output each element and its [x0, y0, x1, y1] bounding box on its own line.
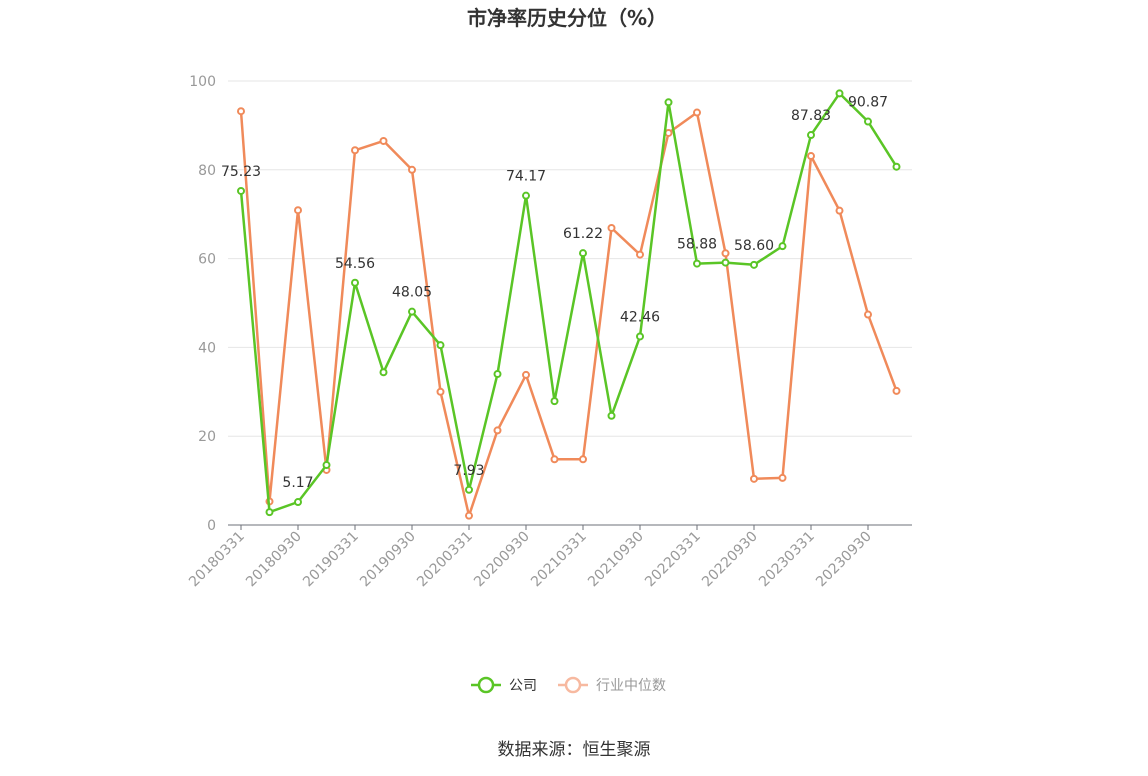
x-tick-label: 20220930	[699, 529, 761, 591]
data-point[interactable]	[522, 370, 530, 379]
data-point[interactable]	[550, 397, 559, 406]
data-point[interactable]	[835, 89, 844, 98]
data-point[interactable]	[550, 455, 559, 464]
data-point[interactable]	[351, 278, 359, 287]
legend-item-company[interactable]: 公司	[471, 676, 537, 694]
y-tick-label: 40	[198, 340, 216, 356]
axes: 0 20 40 60 80 100 2018033120180930201903312019…	[186, 74, 912, 590]
data-point[interactable]	[750, 260, 758, 269]
data-point[interactable]	[864, 117, 872, 126]
data-label: 5.17	[282, 475, 313, 491]
data-label: 48.05	[392, 285, 432, 301]
data-label: 42.46	[620, 309, 660, 325]
data-point[interactable]	[237, 107, 245, 116]
x-tick-label: 20210930	[585, 529, 647, 591]
data-point[interactable]	[750, 474, 758, 483]
data-labels: 75.23 5.17 54.56 48.05 7.93 74.17 61.22 42.46 58…	[221, 95, 888, 492]
data-point[interactable]	[607, 411, 616, 420]
data-point[interactable]	[379, 136, 388, 145]
data-point[interactable]	[493, 426, 502, 435]
legend[interactable]: 公司 行业中位数	[471, 676, 666, 694]
data-point[interactable]	[693, 108, 701, 117]
data-point[interactable]	[465, 511, 473, 520]
legend-label: 行业中位数	[596, 678, 666, 694]
legend-marker	[564, 676, 582, 694]
x-tick-label: 20220331	[642, 529, 704, 591]
x-tick-label: 20190331	[300, 529, 362, 591]
data-point[interactable]	[892, 386, 901, 395]
data-point[interactable]	[294, 206, 302, 215]
data-point[interactable]	[664, 128, 673, 137]
data-label: 90.87	[848, 95, 888, 111]
y-tick-label: 60	[198, 252, 216, 268]
data-label: 58.60	[734, 238, 774, 254]
data-point[interactable]	[408, 307, 416, 316]
data-label: 87.83	[791, 108, 831, 124]
data-point[interactable]	[778, 242, 787, 251]
chart-title: 市净率历史分位（%）	[467, 6, 667, 30]
y-tick-label: 100	[189, 74, 216, 90]
data-point[interactable]	[522, 191, 530, 200]
x-tick-label: 20180331	[186, 529, 248, 591]
data-point[interactable]	[664, 98, 673, 107]
data-point[interactable]	[807, 131, 815, 140]
data-point[interactable]	[237, 186, 245, 195]
data-point[interactable]	[607, 223, 616, 232]
x-tick-label: 20190930	[357, 529, 419, 591]
y-tick-label: 20	[198, 429, 216, 445]
data-label: 58.88	[677, 237, 717, 253]
data-point[interactable]	[721, 258, 730, 267]
data-point[interactable]	[265, 508, 274, 517]
x-tick-label: 20230331	[756, 529, 818, 591]
data-point[interactable]	[807, 152, 815, 161]
data-point[interactable]	[465, 485, 473, 494]
data-point[interactable]	[379, 368, 388, 377]
y-tick-label: 80	[198, 163, 216, 179]
data-point[interactable]	[693, 259, 701, 268]
data-label: 74.17	[506, 169, 546, 185]
data-label: 75.23	[221, 164, 261, 180]
data-label: 54.56	[335, 256, 375, 272]
data-point[interactable]	[636, 250, 644, 259]
data-point[interactable]	[636, 332, 644, 341]
x-tick-label: 20200930	[471, 529, 533, 591]
series-line-company	[239, 92, 898, 514]
data-label: 61.22	[563, 226, 603, 242]
grid-lines	[228, 80, 912, 437]
y-tick-label: 0	[207, 518, 216, 534]
data-point[interactable]	[864, 310, 872, 319]
series-line-industry	[239, 111, 898, 517]
data-point[interactable]	[408, 165, 416, 174]
legend-item-industry[interactable]: 行业中位数	[558, 676, 666, 694]
x-tick-label: 20200331	[414, 529, 476, 591]
data-point[interactable]	[436, 387, 445, 396]
data-point[interactable]	[294, 498, 302, 507]
data-point[interactable]	[579, 455, 587, 464]
data-point[interactable]	[721, 249, 730, 258]
series-lines	[237, 89, 901, 520]
data-point[interactable]	[436, 341, 445, 350]
data-point[interactable]	[351, 146, 359, 155]
data-point[interactable]	[892, 162, 901, 171]
data-point[interactable]	[579, 249, 587, 258]
data-label: 7.93	[453, 463, 484, 479]
x-tick-label: 20180930	[243, 529, 305, 591]
legend-label: 公司	[509, 678, 537, 694]
source-text: 数据来源：恒生聚源	[498, 740, 651, 760]
legend-marker	[477, 676, 495, 694]
data-point[interactable]	[835, 206, 844, 215]
data-point[interactable]	[493, 370, 502, 379]
x-tick-label: 20230930	[813, 529, 875, 591]
data-point[interactable]	[322, 461, 331, 470]
data-point[interactable]	[778, 473, 787, 482]
x-tick-label: 20210331	[528, 529, 590, 591]
